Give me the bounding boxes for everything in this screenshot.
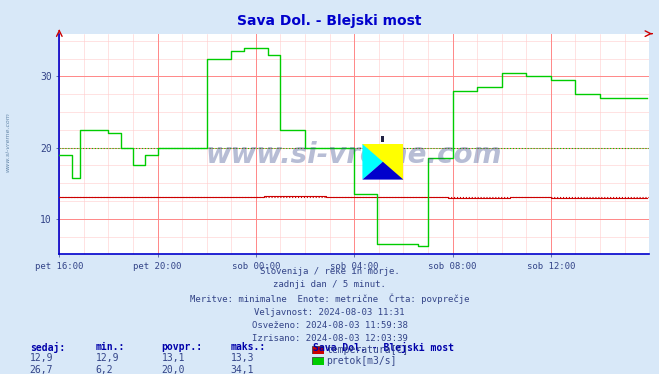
Text: 12,9: 12,9 xyxy=(96,353,119,364)
Text: pretok[m3/s]: pretok[m3/s] xyxy=(326,356,397,366)
Text: Sava Dol. - Blejski most: Sava Dol. - Blejski most xyxy=(237,13,422,28)
Polygon shape xyxy=(362,144,383,180)
Text: Slovenija / reke in morje.
zadnji dan / 5 minut.
Meritve: minimalne  Enote: metr: Slovenija / reke in morje. zadnji dan / … xyxy=(190,267,469,343)
Text: 26,7: 26,7 xyxy=(30,365,53,374)
Text: Sava Dol. - Blejski most: Sava Dol. - Blejski most xyxy=(313,342,454,353)
Text: povpr.:: povpr.: xyxy=(161,342,202,352)
Text: www.si-vreme.com: www.si-vreme.com xyxy=(5,112,11,172)
Bar xyxy=(381,136,384,142)
Polygon shape xyxy=(362,162,403,180)
Text: min.:: min.: xyxy=(96,342,125,352)
Text: 13,1: 13,1 xyxy=(161,353,185,364)
Text: maks.:: maks.: xyxy=(231,342,266,352)
Text: www.si-vreme.com: www.si-vreme.com xyxy=(206,141,502,169)
Text: sedaj:: sedaj: xyxy=(30,342,65,353)
Text: 34,1: 34,1 xyxy=(231,365,254,374)
Text: 13,3: 13,3 xyxy=(231,353,254,364)
Text: 6,2: 6,2 xyxy=(96,365,113,374)
Polygon shape xyxy=(362,144,403,180)
Text: 20,0: 20,0 xyxy=(161,365,185,374)
Text: temperatura[C]: temperatura[C] xyxy=(326,345,409,355)
Text: 12,9: 12,9 xyxy=(30,353,53,364)
